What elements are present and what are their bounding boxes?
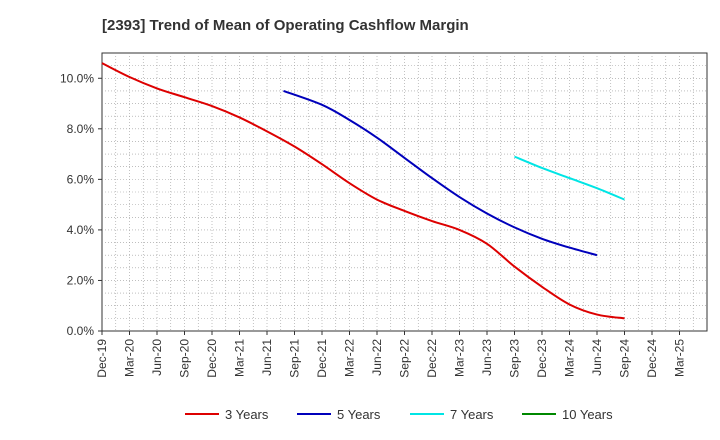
x-tick-label: Jun-21 xyxy=(260,339,274,376)
x-tick-label: Mar-20 xyxy=(123,339,137,377)
grid xyxy=(102,53,707,331)
x-tick-label: Sep-23 xyxy=(508,339,522,378)
chart-title: [2393] Trend of Mean of Operating Cashfl… xyxy=(102,17,469,34)
x-tick-label: Dec-19 xyxy=(95,339,109,378)
series-line-3-years xyxy=(101,62,625,320)
y-tick-label: 6.0% xyxy=(67,172,95,186)
x-tick-label: Jun-22 xyxy=(370,339,384,376)
x-tick-label: Sep-21 xyxy=(288,339,302,378)
x-tick-label: Sep-24 xyxy=(618,339,632,378)
legend-label: 7 Years xyxy=(450,407,494,422)
x-tick-label: Mar-25 xyxy=(673,339,687,377)
x-tick-label: Mar-23 xyxy=(453,339,467,377)
x-tick-label: Dec-22 xyxy=(425,339,439,378)
x-tick-label: Jun-23 xyxy=(480,339,494,376)
legend-label: 3 Years xyxy=(225,407,269,422)
x-tick-label: Dec-21 xyxy=(315,339,329,378)
y-tick-label: 8.0% xyxy=(67,122,95,136)
x-tick-label: Dec-24 xyxy=(645,339,659,378)
legend-label: 10 Years xyxy=(562,407,613,422)
legend-label: 5 Years xyxy=(337,407,381,422)
series-line-5-years xyxy=(283,89,598,257)
y-tick-label: 4.0% xyxy=(67,223,95,237)
series-line-7-years xyxy=(514,155,625,201)
x-tick-label: Mar-21 xyxy=(233,339,247,377)
y-tick-label: 2.0% xyxy=(67,273,95,287)
x-tick-label: Mar-24 xyxy=(563,339,577,377)
y-tick-label: 0.0% xyxy=(67,324,95,338)
x-axis: Dec-19 Mar-20 Jun-20 Sep-20 Dec-20 Mar-21 Jun-… xyxy=(95,331,687,378)
series-group xyxy=(101,62,625,320)
x-tick-label: Dec-20 xyxy=(205,339,219,378)
x-tick-label: Dec-23 xyxy=(535,339,549,378)
x-tick-label: Sep-20 xyxy=(178,339,192,378)
x-tick-label: Jun-20 xyxy=(150,339,164,376)
x-tick-label: Sep-22 xyxy=(398,339,412,378)
x-tick-label: Jun-24 xyxy=(590,339,604,376)
y-axis: 0.0% 2.0% 4.0% 6.0% 8.0% 10.0% xyxy=(60,71,102,338)
legend: 3 Years 5 Years 7 Years 10 Years xyxy=(185,407,613,422)
x-tick-label: Mar-22 xyxy=(343,339,357,377)
y-tick-label: 10.0% xyxy=(60,71,94,85)
